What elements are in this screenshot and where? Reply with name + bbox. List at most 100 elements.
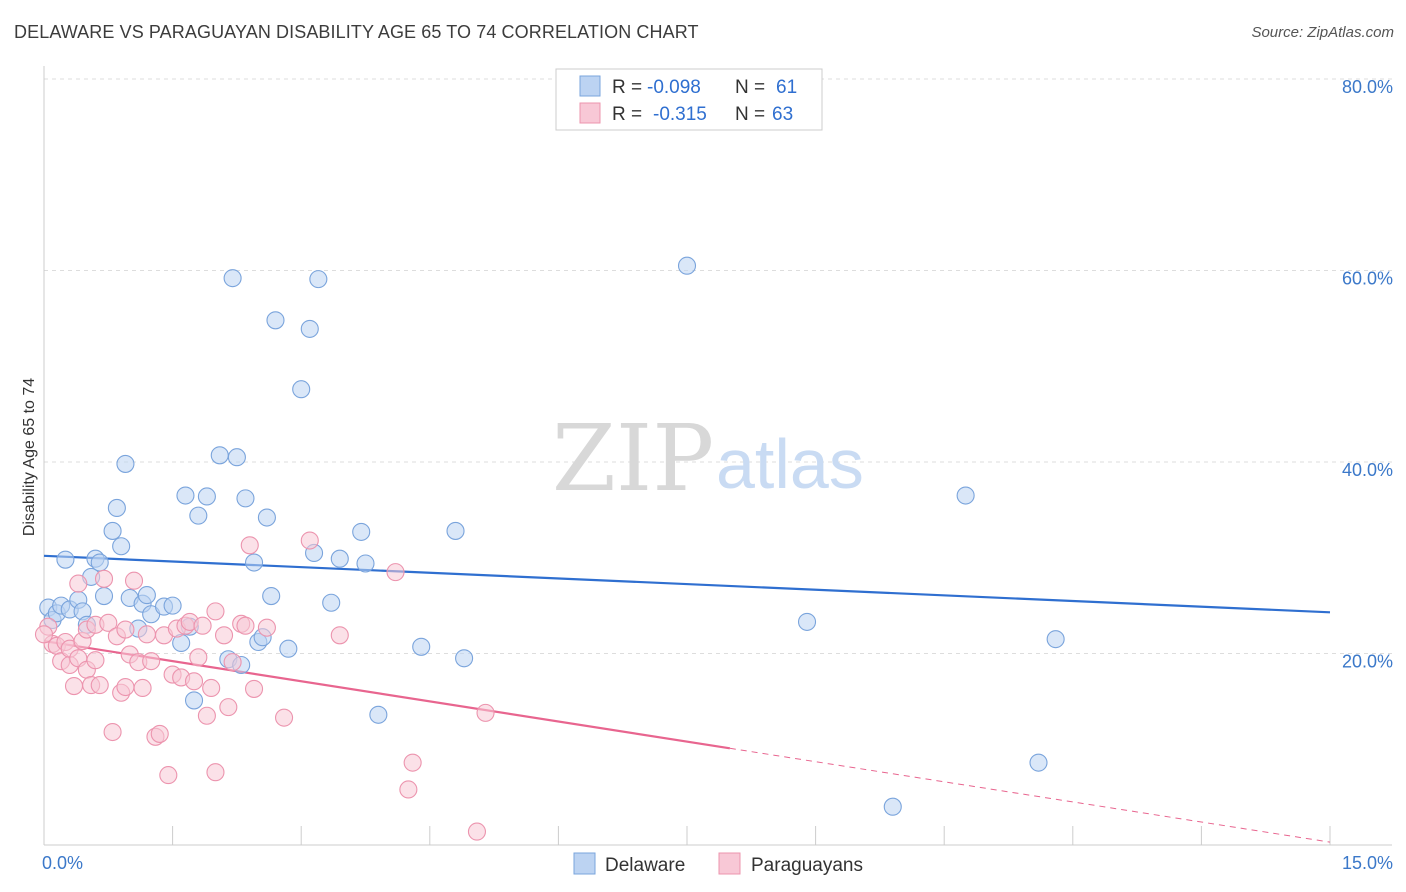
paraguayan-point [206,602,225,621]
grid-lines [44,78,1392,654]
y-axis-label: Disability Age 65 to 74 [21,378,38,536]
delaware-point [112,537,131,556]
delaware-point [352,522,371,541]
paraguayan-point [275,708,294,727]
delaware-point [56,550,75,569]
paraguayan-point [159,766,178,785]
delaware-point [262,586,281,606]
trend-lines [43,554,1331,843]
legend-n-label-1: N = [735,77,765,98]
legend-top: R = -0.098 N = 61 R = -0.315 N = 63 [555,68,823,131]
legend-bottom-swatch-paraguayan [718,852,741,875]
paraguayan-point [34,625,54,644]
delaware-point [292,380,311,399]
paraguayan-point [94,569,114,588]
paraguayan-point [116,620,135,639]
y-tick-label: 40.0% [1342,460,1393,480]
paraguayan-point [197,706,216,725]
legend-bottom: Delaware Paraguayans [573,852,863,876]
delaware-point [94,586,114,606]
legend-swatch-paraguayan [579,102,601,124]
delaware-point [227,448,246,467]
delaware-point [163,596,182,615]
delaware-point [1046,630,1065,649]
chart-title: DELAWARE VS PARAGUAYAN DISABILITY AGE 65… [14,22,699,42]
delaware-point [455,649,474,668]
paraguayan-point [206,763,225,782]
delaware-point [956,486,975,505]
paraguayan-point [330,626,349,645]
paraguayan-point [116,677,135,697]
delaware-point [184,691,204,710]
delaware-point [257,508,276,527]
legend-n-value-2: 63 [772,104,793,125]
paraguayan-point [124,571,144,590]
paraguayan-point [386,563,405,582]
delaware-point [223,269,242,288]
delaware-point [322,593,341,612]
paraguayan-point [244,679,264,698]
paraguayan-point [476,703,495,722]
delaware-point [446,521,465,540]
legend-bottom-swatch-delaware [573,852,596,875]
paraguayan-point [236,616,255,635]
delaware-point [369,705,388,724]
legend-r-label-1: R = [612,77,642,98]
legend-bottom-label-delaware: Delaware [605,855,685,876]
legend-r-value-1: -0.098 [647,77,701,98]
delaware-point [90,553,109,572]
delaware-trend-line [43,554,1331,614]
paraguayan-point [240,536,259,555]
paraguayan-point [64,677,84,696]
paraguayan-point [223,653,242,672]
delaware-point [176,486,195,505]
paraguayan-point [467,822,487,841]
legend-bottom-label-paraguayan: Paraguayans [751,855,863,876]
legend-r-label-2: R = [612,104,642,125]
data-points [34,256,1065,841]
tick-labels: 20.0% 40.0% 60.0% 80.0% 0.0% 15.0% [42,77,1393,873]
paraguayan-point [193,616,212,635]
delaware-point [189,506,208,525]
paraguayan-point [86,651,105,670]
delaware-point [883,797,902,816]
delaware-point [677,256,697,275]
delaware-point [137,586,156,605]
legend-n-label-2: N = [735,104,765,125]
x-tick-label: 15.0% [1342,853,1393,873]
paraguayan-point [300,531,319,550]
delaware-point [210,446,229,465]
delaware-point [244,553,264,572]
delaware-point [236,489,255,508]
delaware-point [1029,753,1048,772]
watermark-zip: ZIP [552,405,714,512]
paraguayan-point [202,678,221,698]
legend-swatch-delaware [579,75,601,97]
legend-r-value-2: -0.315 [653,104,707,125]
source-label: Source: ZipAtlas.com [1251,24,1394,41]
y-tick-label: 20.0% [1342,652,1393,672]
legend-n-value-1: 61 [776,77,797,98]
watermark: ZIP atlas [552,405,864,512]
paraguayan-point [103,722,122,742]
paraguayan-point [184,672,204,691]
delaware-point [797,612,817,631]
paraguayan-point [69,574,88,593]
watermark-atlas: atlas [716,425,864,503]
delaware-point [300,319,319,338]
paraguayan-point [219,698,238,717]
y-tick-label: 60.0% [1342,269,1393,289]
delaware-point [279,639,298,658]
delaware-point [266,311,285,330]
paraguayan-trend-extension [729,747,1331,843]
x-tick-label: 0.0% [42,853,83,873]
delaware-point [103,521,122,540]
paraguayan-point [137,625,156,644]
paraguayan-point [399,780,418,799]
delaware-point [356,554,375,573]
delaware-point [330,549,349,568]
paraguayan-point [150,724,169,743]
paraguayan-point [99,613,118,632]
paraguayan-point [214,626,234,645]
